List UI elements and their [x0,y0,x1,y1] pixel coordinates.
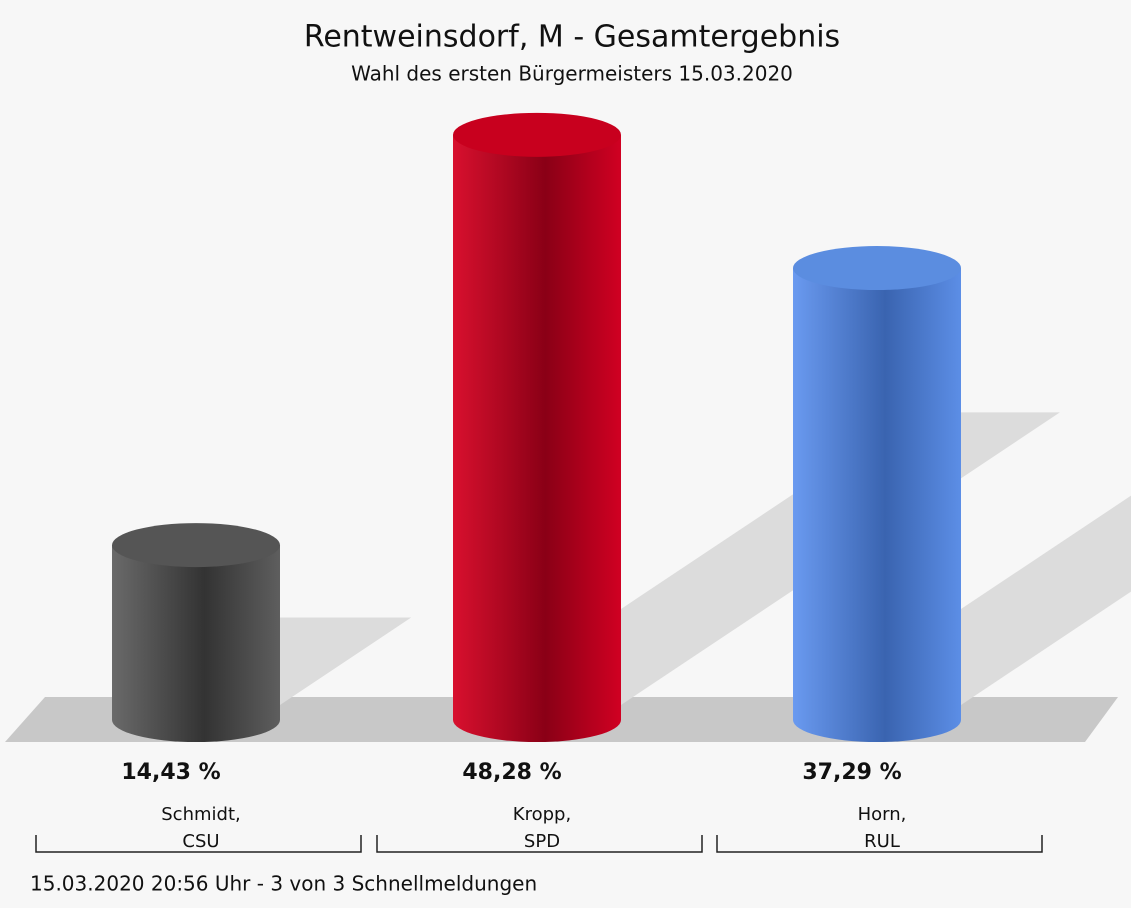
x-tick-label: RUL [864,831,900,852]
category-bracket [716,835,1043,853]
footnote: 15.03.2020 20:56 Uhr - 3 von 3 Schnellme… [30,872,537,896]
bar [453,134,621,720]
bar [793,268,961,720]
x-tick-label: SPD [524,831,560,852]
value-label: 37,29 % [802,760,901,785]
bar-top [112,523,280,568]
bar [112,545,280,720]
x-tick-label: Horn, [858,804,907,825]
chart-subtitle: Wahl des ersten Bürgermeisters 15.03.202… [351,62,793,86]
chart-title: Rentweinsdorf, M - Gesamtergebnis [304,20,840,55]
bar-top [793,246,961,291]
category-bracket [376,835,703,853]
category-bracket [35,835,362,853]
x-tick-label: CSU [182,831,219,852]
value-label: 14,43 % [121,760,220,785]
value-label: 48,28 % [462,760,561,785]
x-tick-label: Kropp, [513,804,571,825]
x-tick-label: Schmidt, [161,804,240,825]
bar-top [453,112,621,157]
